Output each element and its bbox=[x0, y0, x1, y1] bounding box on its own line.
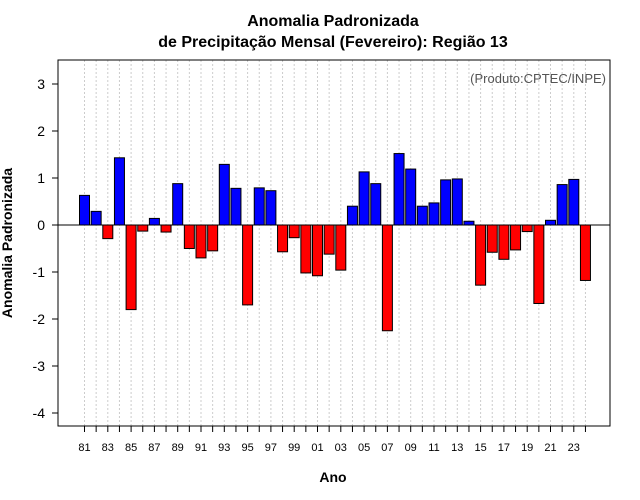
chart-subtitle: de Precipitação Mensal (Fevereiro): Regi… bbox=[158, 34, 508, 51]
y-tick-label--2: -2 bbox=[33, 311, 46, 327]
bar-94 bbox=[230, 187, 242, 226]
bar-23 bbox=[568, 178, 580, 226]
x-tick-label-83: 83 bbox=[102, 442, 114, 454]
x-tick-label-11: 11 bbox=[428, 442, 439, 454]
bar-02 bbox=[323, 224, 335, 255]
bar-15 bbox=[475, 224, 487, 286]
x-tick-label-21: 21 bbox=[544, 442, 556, 454]
y-tick-label--4: -4 bbox=[33, 405, 46, 421]
bar-20 bbox=[533, 224, 545, 304]
bar-10 bbox=[416, 205, 428, 226]
grid-lines bbox=[84, 60, 586, 426]
x-tick-label-87: 87 bbox=[148, 442, 160, 454]
x-tick-label-85: 85 bbox=[125, 442, 137, 454]
y-tick-label-0: 0 bbox=[37, 217, 45, 233]
x-tick-label-23: 23 bbox=[568, 442, 580, 454]
plot-frame bbox=[57, 59, 611, 427]
bar-82 bbox=[90, 210, 102, 226]
x-tick-label-93: 93 bbox=[218, 442, 230, 454]
bars bbox=[79, 153, 591, 332]
bar-14 bbox=[463, 220, 475, 226]
bar-16 bbox=[486, 224, 498, 253]
bar-12 bbox=[440, 179, 452, 226]
bar-87 bbox=[148, 217, 160, 226]
bar-24 bbox=[579, 224, 591, 281]
bar-88 bbox=[160, 224, 172, 233]
bar-01 bbox=[312, 224, 323, 277]
x-tick-label-15: 15 bbox=[474, 442, 486, 454]
y-tick-label-3: 3 bbox=[37, 76, 45, 92]
bar-81 bbox=[79, 194, 90, 226]
bar-89 bbox=[172, 183, 184, 226]
x-axis-label: Ano bbox=[319, 469, 346, 485]
bar-92 bbox=[207, 224, 219, 252]
product-credit: (Produto:CPTEC/INPE) bbox=[470, 71, 606, 86]
bar-84 bbox=[113, 157, 125, 226]
bar-00 bbox=[300, 224, 312, 274]
x-tick-label-01: 01 bbox=[311, 442, 323, 454]
chart-title: Anomalia Padronizada bbox=[247, 13, 419, 30]
bar-83 bbox=[102, 224, 114, 240]
y-tick-label--3: -3 bbox=[33, 358, 46, 374]
x-tick-label-19: 19 bbox=[521, 442, 533, 454]
y-tick-label--1: -1 bbox=[33, 264, 46, 280]
x-tick-label-07: 07 bbox=[381, 442, 393, 454]
x-tick-label-09: 09 bbox=[405, 442, 417, 454]
bar-06 bbox=[370, 183, 382, 226]
x-tick-label-99: 99 bbox=[288, 442, 300, 454]
bar-93 bbox=[218, 163, 230, 226]
bar-11 bbox=[428, 202, 440, 226]
y-tick-label-1: 1 bbox=[37, 170, 45, 186]
bar-22 bbox=[556, 184, 568, 226]
bar-90 bbox=[183, 224, 195, 249]
x-tick-label-03: 03 bbox=[335, 442, 347, 454]
x-tick-label-95: 95 bbox=[241, 442, 253, 454]
x-tick-label-91: 91 bbox=[195, 442, 207, 454]
bar-97 bbox=[265, 190, 277, 226]
x-tick-label-13: 13 bbox=[451, 442, 463, 454]
x-tick-label-97: 97 bbox=[265, 442, 277, 454]
x-tick-label-17: 17 bbox=[498, 442, 510, 454]
bar-17 bbox=[498, 224, 510, 260]
bar-04 bbox=[346, 205, 358, 226]
bar-96 bbox=[253, 187, 265, 226]
bar-09 bbox=[405, 168, 417, 226]
bar-21 bbox=[545, 219, 556, 226]
x-axis: 81 83 85 87 89 91 93 95 97 99 01 03 05 07 09 11 13 15 17 19… bbox=[78, 426, 586, 454]
x-tick-label-81: 81 bbox=[78, 442, 90, 454]
bar-99 bbox=[288, 224, 300, 239]
y-axis-label: Anomalia Padronizada bbox=[0, 168, 15, 318]
bar-18 bbox=[510, 224, 522, 251]
bar-98 bbox=[277, 224, 289, 253]
bar-07 bbox=[381, 224, 393, 332]
bar-95 bbox=[242, 224, 254, 306]
bar-13 bbox=[451, 178, 463, 226]
bar-08 bbox=[393, 153, 405, 226]
x-tick-label-89: 89 bbox=[172, 442, 184, 454]
bar-19 bbox=[521, 224, 533, 233]
bar-85 bbox=[125, 224, 137, 311]
bar-91 bbox=[195, 224, 207, 259]
bar-03 bbox=[335, 224, 347, 271]
y-tick-label-2: 2 bbox=[37, 123, 45, 139]
bar-86 bbox=[137, 224, 149, 232]
bar-05 bbox=[358, 171, 370, 226]
x-tick-label-05: 05 bbox=[358, 442, 370, 454]
y-axis: -4 -3 -2 -1 0 1 2 3 bbox=[33, 76, 58, 421]
